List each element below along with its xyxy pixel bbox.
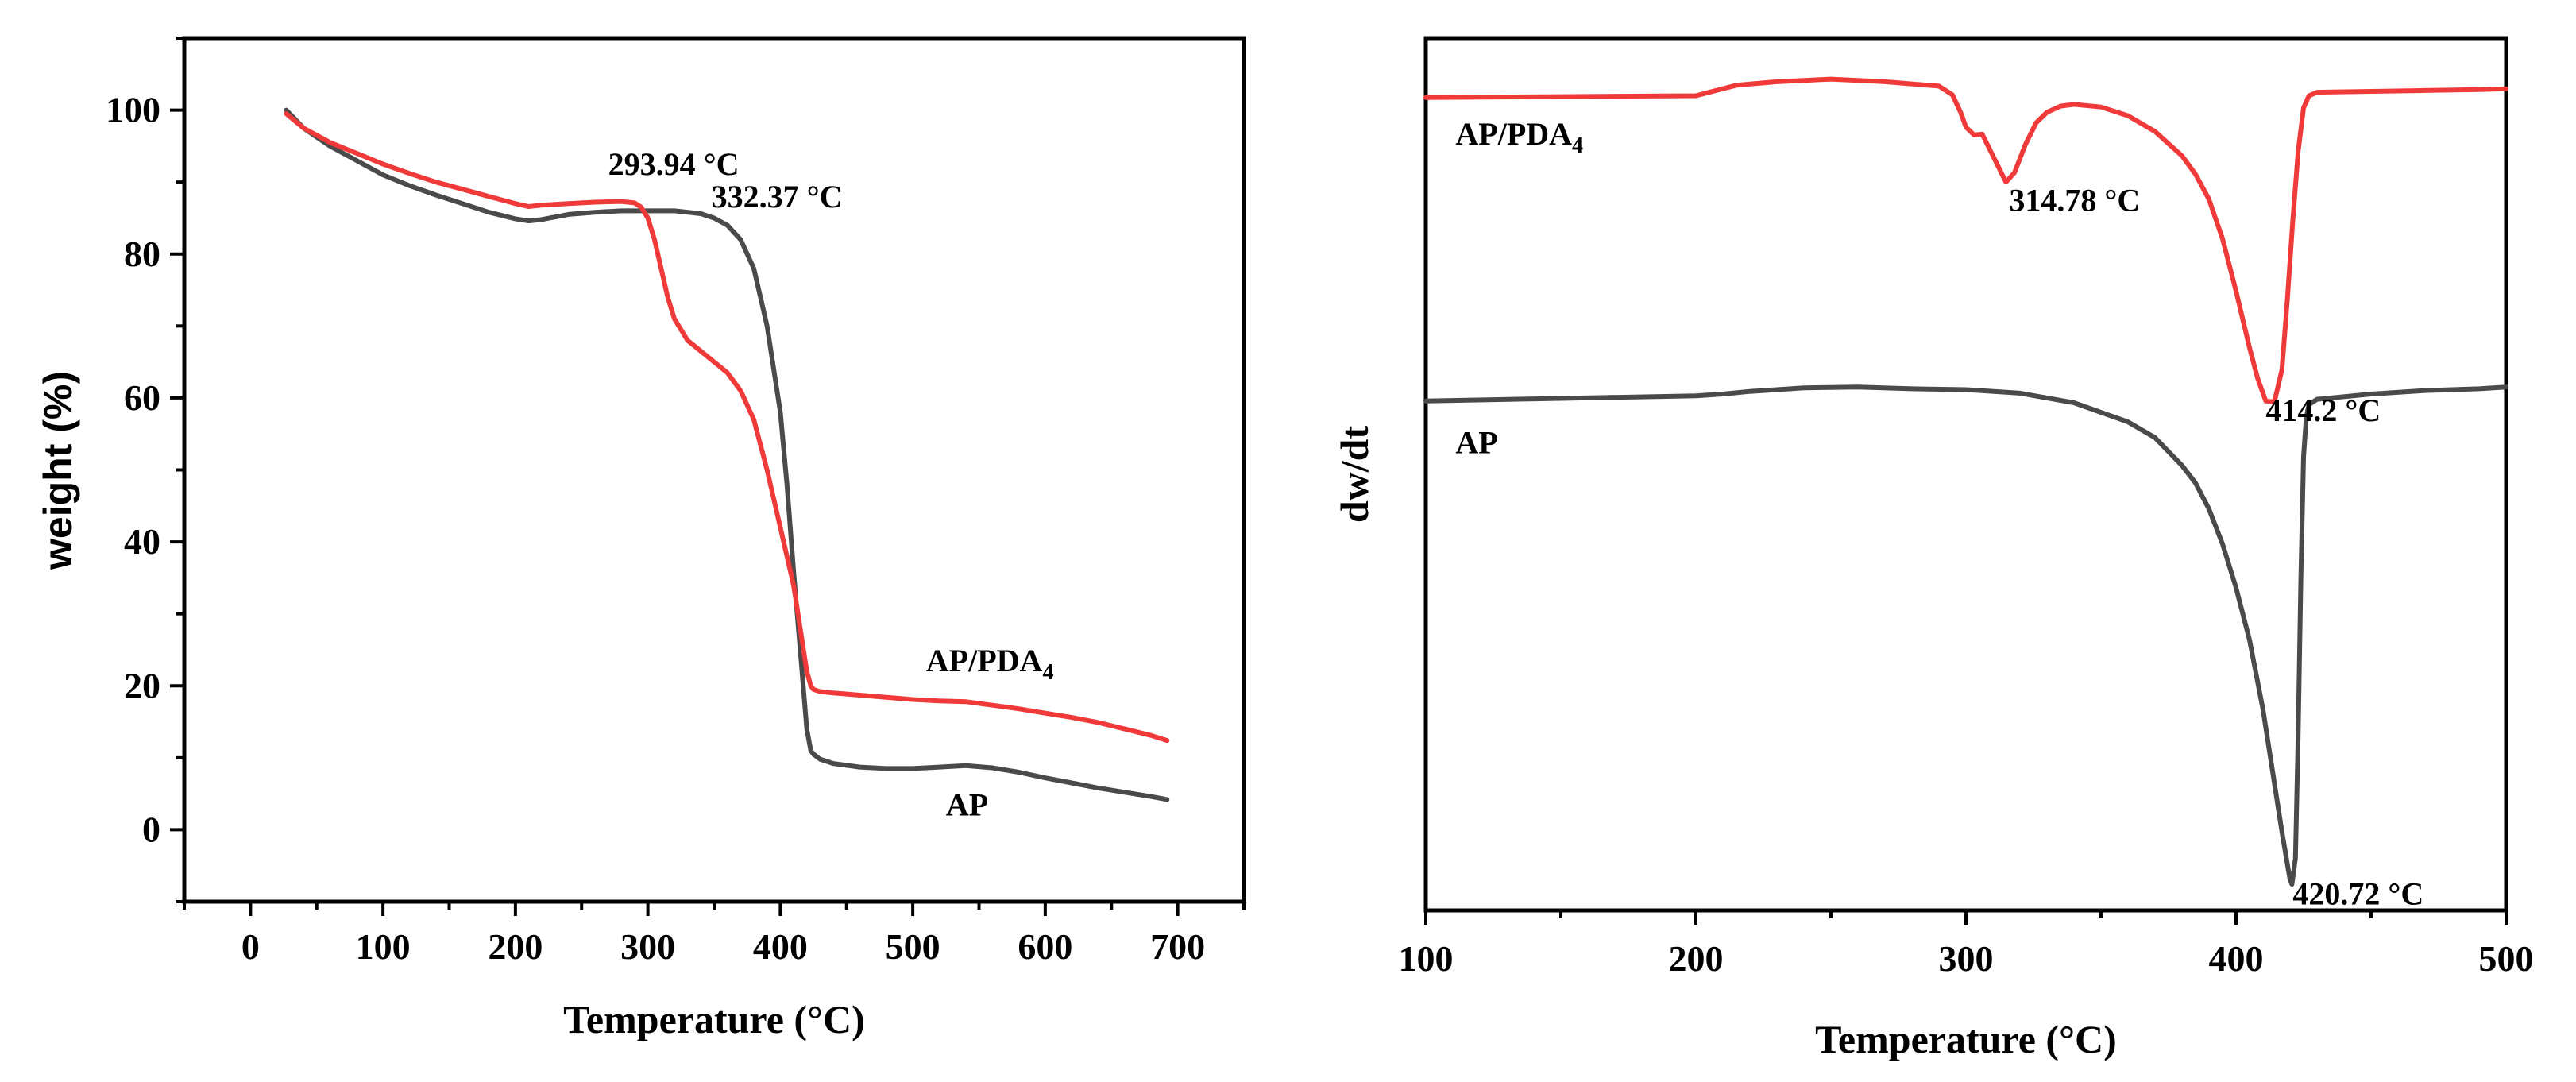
dtg-annotation: 414.2 °C: [2265, 392, 2381, 428]
tga-x-tick-label: 600: [1018, 926, 1072, 967]
tga-y-tick-label: 0: [142, 809, 160, 849]
tga-y-ticks: 0 20 40 60 80 100: [106, 37, 184, 903]
dtg-x-tick-label: 100: [1399, 938, 1454, 979]
tga-y-tick-label: 100: [106, 90, 160, 130]
tga-x-tick-label: 100: [356, 926, 411, 967]
dtg-annotation: 314.78 °C: [2009, 182, 2140, 218]
dtg-x-tick-label: 300: [1939, 938, 1994, 979]
tga-y-tick-label: 20: [124, 665, 160, 705]
tga-x-ticks: 0 100 200 300 400 500 600 700: [183, 902, 1246, 967]
tga-y-axis-label: weight (%): [36, 371, 80, 570]
tga-chart: 0 100 200 300 400 500 600 700 0 20 40 60 80 100 293.…: [36, 36, 1246, 1041]
dtg-x-tick-label: 500: [2479, 938, 2534, 979]
tga-annotation: 332.37 °C: [712, 179, 843, 214]
tga-x-tick-label: 700: [1150, 926, 1205, 967]
dtg-x-tick-label: 200: [1669, 938, 1724, 979]
tga-x-tick-label: 0: [241, 926, 260, 967]
dtg-chart: 100 200 300 400 500 AP/PDA4 314.78 °C 414.2 °C…: [1332, 36, 2534, 1061]
dtg-series: [1423, 76, 2508, 887]
tga-x-tick-label: 200: [488, 926, 543, 967]
tga-x-tick-label: 300: [620, 926, 675, 967]
tga-y-tick-label: 60: [124, 377, 160, 418]
tga-x-tick-label: 500: [886, 926, 940, 967]
tga-x-tick-label: 400: [753, 926, 808, 967]
tga-series-ap-line: [284, 107, 1170, 802]
dtg-x-axis-label: Temperature (°C): [1815, 1017, 2117, 1061]
tga-x-axis-label: Temperature (°C): [563, 997, 865, 1041]
tga-y-tick-label: 80: [124, 234, 160, 274]
dtg-annotations: AP/PDA4 314.78 °C 414.2 °C AP 420.72 °C: [1455, 116, 2423, 911]
dtg-x-tick-label: 400: [2209, 938, 2264, 979]
dtg-annotation: 420.72 °C: [2292, 875, 2423, 911]
dtg-annotation: AP/PDA4: [1455, 116, 1583, 158]
dtg-series-ap-pda4-line: [1423, 76, 2508, 404]
dtg-annotation: AP: [1455, 425, 1497, 461]
dtg-series-ap-line: [1423, 384, 2508, 887]
dtg-x-ticks: 100 200 300 400 500: [1399, 910, 2534, 979]
tga-series-ap-pda4-line: [284, 111, 1170, 744]
tga-annotation: 293.94 °C: [608, 146, 740, 182]
tga-annotation: AP/PDA4: [926, 643, 1054, 685]
dtg-y-axis-label: dw/dt: [1332, 426, 1377, 524]
tga-y-tick-label: 40: [124, 521, 160, 562]
tga-annotation: AP: [946, 786, 988, 822]
dtg-plot-frame: [1423, 36, 2508, 913]
tga-series: [284, 107, 1170, 802]
